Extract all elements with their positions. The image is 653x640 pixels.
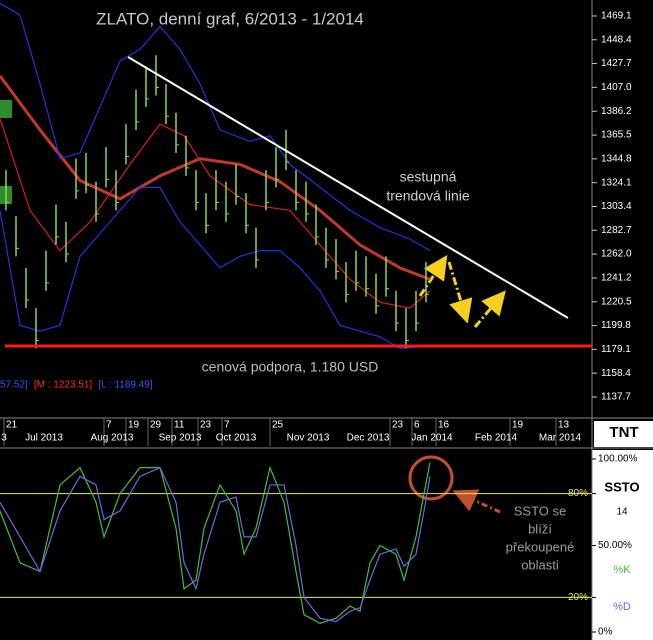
y-tick-label: 1241.2	[601, 273, 632, 284]
legend-text: [M : 1223.51]	[34, 380, 93, 391]
arrow	[418, 255, 448, 297]
x-month-label: 3	[1, 433, 7, 444]
arrow	[452, 489, 501, 514]
y-tick-label: 1448.4	[601, 34, 632, 45]
legend-entry: %K	[613, 564, 631, 576]
legend-text: [L : 1189.49]	[98, 380, 153, 391]
line	[0, 186, 431, 349]
y-tick-label: 1262.0	[601, 249, 632, 260]
x-month-label: Oct 2013	[216, 433, 257, 444]
y-tick-label: 1469.1	[601, 11, 632, 22]
line	[0, 118, 431, 309]
y-tick-label: 1137.7	[601, 392, 631, 403]
x-tick-label: 23	[200, 420, 212, 431]
lower-axis-panel	[592, 450, 653, 640]
annotation: oblasti	[521, 557, 559, 572]
annotation: překoupené	[506, 539, 575, 554]
annotation: cenová podpora, 1.180 USD	[202, 359, 379, 375]
legend-text: 57.52]	[0, 380, 28, 391]
x-month-label: Dec 2013	[347, 433, 390, 444]
x-tick-label: 29	[150, 420, 162, 431]
x-month-label: Nov 2013	[287, 433, 330, 444]
x-tick-label: 19	[128, 420, 140, 431]
y-tick-label: 1303.4	[601, 201, 632, 212]
x-tick-label: 16	[438, 420, 450, 431]
x-month-label: Jan 2014	[411, 433, 453, 444]
x-month-label: Aug 2013	[91, 433, 134, 444]
x-tick-label: 23	[392, 420, 404, 431]
x-tick-label: 25	[272, 420, 284, 431]
x-tick-label: 13	[558, 420, 570, 431]
y-tick-label: 50.00%	[598, 540, 632, 551]
period: 14	[616, 507, 628, 518]
y-tick-label: 1407.0	[601, 82, 632, 93]
logo: TNT	[609, 424, 638, 441]
y-tick-label: 1344.8	[601, 154, 632, 165]
line	[127, 56, 569, 319]
legend-entry: %D	[613, 601, 631, 613]
annotation: trendová linie	[386, 188, 469, 204]
x-month-label: Feb 2014	[475, 433, 518, 444]
marker-box	[0, 100, 12, 118]
x-month-label: Jul 2013	[25, 433, 63, 444]
line	[0, 74, 431, 281]
chart-title: ZLATO, denní graf, 6/2013 - 1/2014	[96, 9, 364, 28]
x-tick-label: 7	[224, 420, 230, 431]
annotation: sestupná	[400, 169, 457, 185]
x-month-label: Mar 2014	[539, 433, 582, 444]
y-tick-label: 1365.5	[601, 130, 632, 141]
x-tick-label: 7	[106, 420, 112, 431]
x-month-label: Sep 2013	[159, 433, 202, 444]
y-tick-label: 1386.2	[601, 106, 632, 117]
y-tick-label: 100.00%	[598, 454, 638, 465]
y-tick-label: 1324.1	[601, 177, 632, 188]
line	[0, 462, 431, 625]
x-tick-label: 6	[414, 420, 420, 431]
annotation: SSTO se	[514, 503, 567, 518]
y-tick-label: 1427.7	[601, 58, 632, 69]
x-tick-label: 19	[512, 420, 524, 431]
arrow	[473, 290, 506, 328]
annotation: blíží	[528, 521, 552, 536]
arrow	[447, 261, 473, 324]
y-tick-label: 1199.8	[601, 320, 631, 331]
line	[0, 466, 431, 623]
x-tick-label: 11	[174, 420, 185, 431]
x-tick-label: 21	[6, 420, 18, 431]
y-tick-label: 1220.5	[601, 296, 632, 307]
line	[0, 2, 431, 252]
y-tick-label: 1282.7	[601, 225, 632, 236]
highlight-circle	[408, 455, 454, 501]
y-tick-label: 1158.4	[601, 368, 631, 379]
y-tick-label: 1179.1	[601, 344, 631, 355]
logo-box	[594, 421, 653, 447]
y-tick-label: 0%	[598, 627, 613, 638]
panel-title: SSTO	[604, 479, 639, 494]
